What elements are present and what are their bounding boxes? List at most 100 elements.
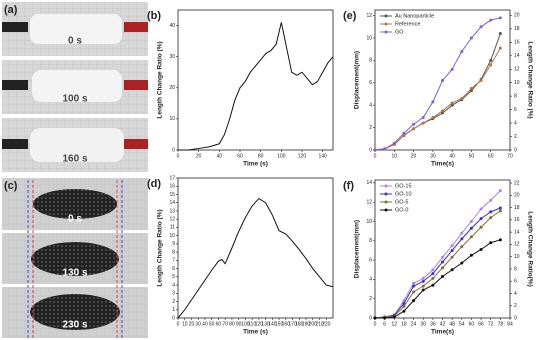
panel-label: (a) <box>4 4 18 16</box>
chart: (d)0 10 20 30 40 50 60 70 80 90 100110120130140150… <box>147 175 334 336</box>
x-tick-label: 60 <box>488 153 494 159</box>
x-tick-label: 70 <box>222 321 228 327</box>
photo-panel-c: (c) 0 s 130 s 230 s <box>2 178 148 338</box>
y2-tick-label: 8 <box>514 266 517 272</box>
x-tick-label: 20 <box>411 153 417 159</box>
x-tick-label: 120 <box>255 321 264 327</box>
data-point <box>441 275 444 279</box>
x-axis-title: Time (s) <box>243 161 268 168</box>
x-tick-label: 10 <box>392 153 398 159</box>
data-point <box>383 316 387 320</box>
data-point <box>421 284 425 288</box>
x-tick-label: 140 <box>268 321 277 327</box>
data-point <box>412 299 416 303</box>
chart: (f)0 6 12 18 24 30 36 42 48 54 60 66 72 78 84024681012… <box>343 179 533 336</box>
x-tick-label: 72 <box>488 321 494 327</box>
y-tick-label: 5 <box>172 274 175 280</box>
data-point <box>421 276 425 280</box>
data-point <box>373 148 377 152</box>
x-tick-label: 70 <box>507 153 513 159</box>
x-tick-label: 40 <box>449 153 455 159</box>
y2-tick-label: 18 <box>514 26 520 32</box>
data-point <box>450 101 454 105</box>
x-tick-label: 30 <box>420 321 426 327</box>
x-tick-label: 200 <box>309 321 318 327</box>
photo-panel-a: (a) 0 s 100 s 160 s <box>2 2 148 172</box>
legend-marker <box>384 208 388 212</box>
y-tick-label: 10 <box>169 116 175 122</box>
data-point <box>441 255 444 259</box>
data-point <box>460 245 464 249</box>
y2-tick-label: 0 <box>514 315 517 321</box>
data-point <box>460 231 464 235</box>
y-tick-label: 9 <box>172 241 175 247</box>
x-tick-label: 18 <box>401 321 407 327</box>
data-point <box>489 198 493 202</box>
chart-title: (f) <box>343 180 354 192</box>
data-point <box>460 96 464 100</box>
chart-title: (d) <box>147 178 161 190</box>
y-tick-label: 6 <box>172 266 175 272</box>
data-point <box>479 79 483 83</box>
x-tick-label: 150 <box>275 321 284 327</box>
x-tick-label: 36 <box>430 321 436 327</box>
x-axis-title: Time(s) <box>431 161 454 168</box>
data-point <box>402 304 406 308</box>
y2-tick-label: 20 <box>514 13 520 19</box>
data-point <box>402 302 406 306</box>
y-tick-label: 12 <box>366 200 372 206</box>
x-tick-label: 48 <box>449 321 455 327</box>
data-point <box>489 18 493 22</box>
y-axis-title: Displacement(mm) <box>354 220 361 278</box>
data-point <box>373 316 377 320</box>
data-point <box>441 111 444 115</box>
x-tick-label: 12 <box>392 321 398 327</box>
x-tick-label: 40 <box>217 153 223 159</box>
y-tick-label: 7 <box>172 258 175 264</box>
x-tick-label: 0 <box>374 153 377 159</box>
y-tick-label: 10 <box>366 35 372 41</box>
data-point <box>450 244 454 248</box>
y-tick-label: 10 <box>366 219 372 225</box>
y2-tick-label: 8 <box>514 93 517 99</box>
y2-tick-label: 4 <box>514 120 517 126</box>
data-point <box>489 210 493 214</box>
y-tick-label: 8 <box>172 249 175 255</box>
x-tick-label: 20 <box>196 153 202 159</box>
chart-title: (e) <box>343 10 357 22</box>
y-axis-title: Displacement(mm) <box>354 51 361 109</box>
x-tick-label: 100 <box>277 153 286 159</box>
data-point <box>441 266 444 270</box>
x-tick-label: 6 <box>383 321 386 327</box>
x-tick-label: 190 <box>302 321 311 327</box>
data-point <box>431 272 435 276</box>
data-point <box>431 283 435 287</box>
data-point <box>441 109 444 113</box>
data-line <box>374 210 501 319</box>
legend-label: Au Nanoparticle <box>395 13 434 19</box>
data-line <box>374 207 501 319</box>
data-point <box>498 189 502 193</box>
time-label: 0 s <box>68 36 82 47</box>
time-label: 100 s <box>62 94 87 105</box>
x-tick-label: 30 <box>195 321 201 327</box>
y-tick-label: 4 <box>172 282 175 288</box>
x-axis-title: Time (s) <box>243 329 268 336</box>
data-point <box>392 315 396 319</box>
data-point <box>479 217 483 221</box>
data-line <box>374 47 501 151</box>
data-point <box>460 237 464 241</box>
y2-tick-label: 22 <box>514 180 520 186</box>
legend-marker <box>384 200 388 204</box>
legend-marker <box>384 30 388 34</box>
data-point <box>498 206 502 210</box>
legend-label: Reference <box>395 21 420 27</box>
x-tick-label: 78 <box>498 321 504 327</box>
x-axis-title: Time(s) <box>431 329 454 336</box>
data-point <box>383 147 387 151</box>
x-tick-label: 210 <box>315 321 324 327</box>
data-point <box>412 284 416 288</box>
y-tick-label: 2 <box>369 296 372 302</box>
x-tick-label: 0 <box>177 321 180 327</box>
